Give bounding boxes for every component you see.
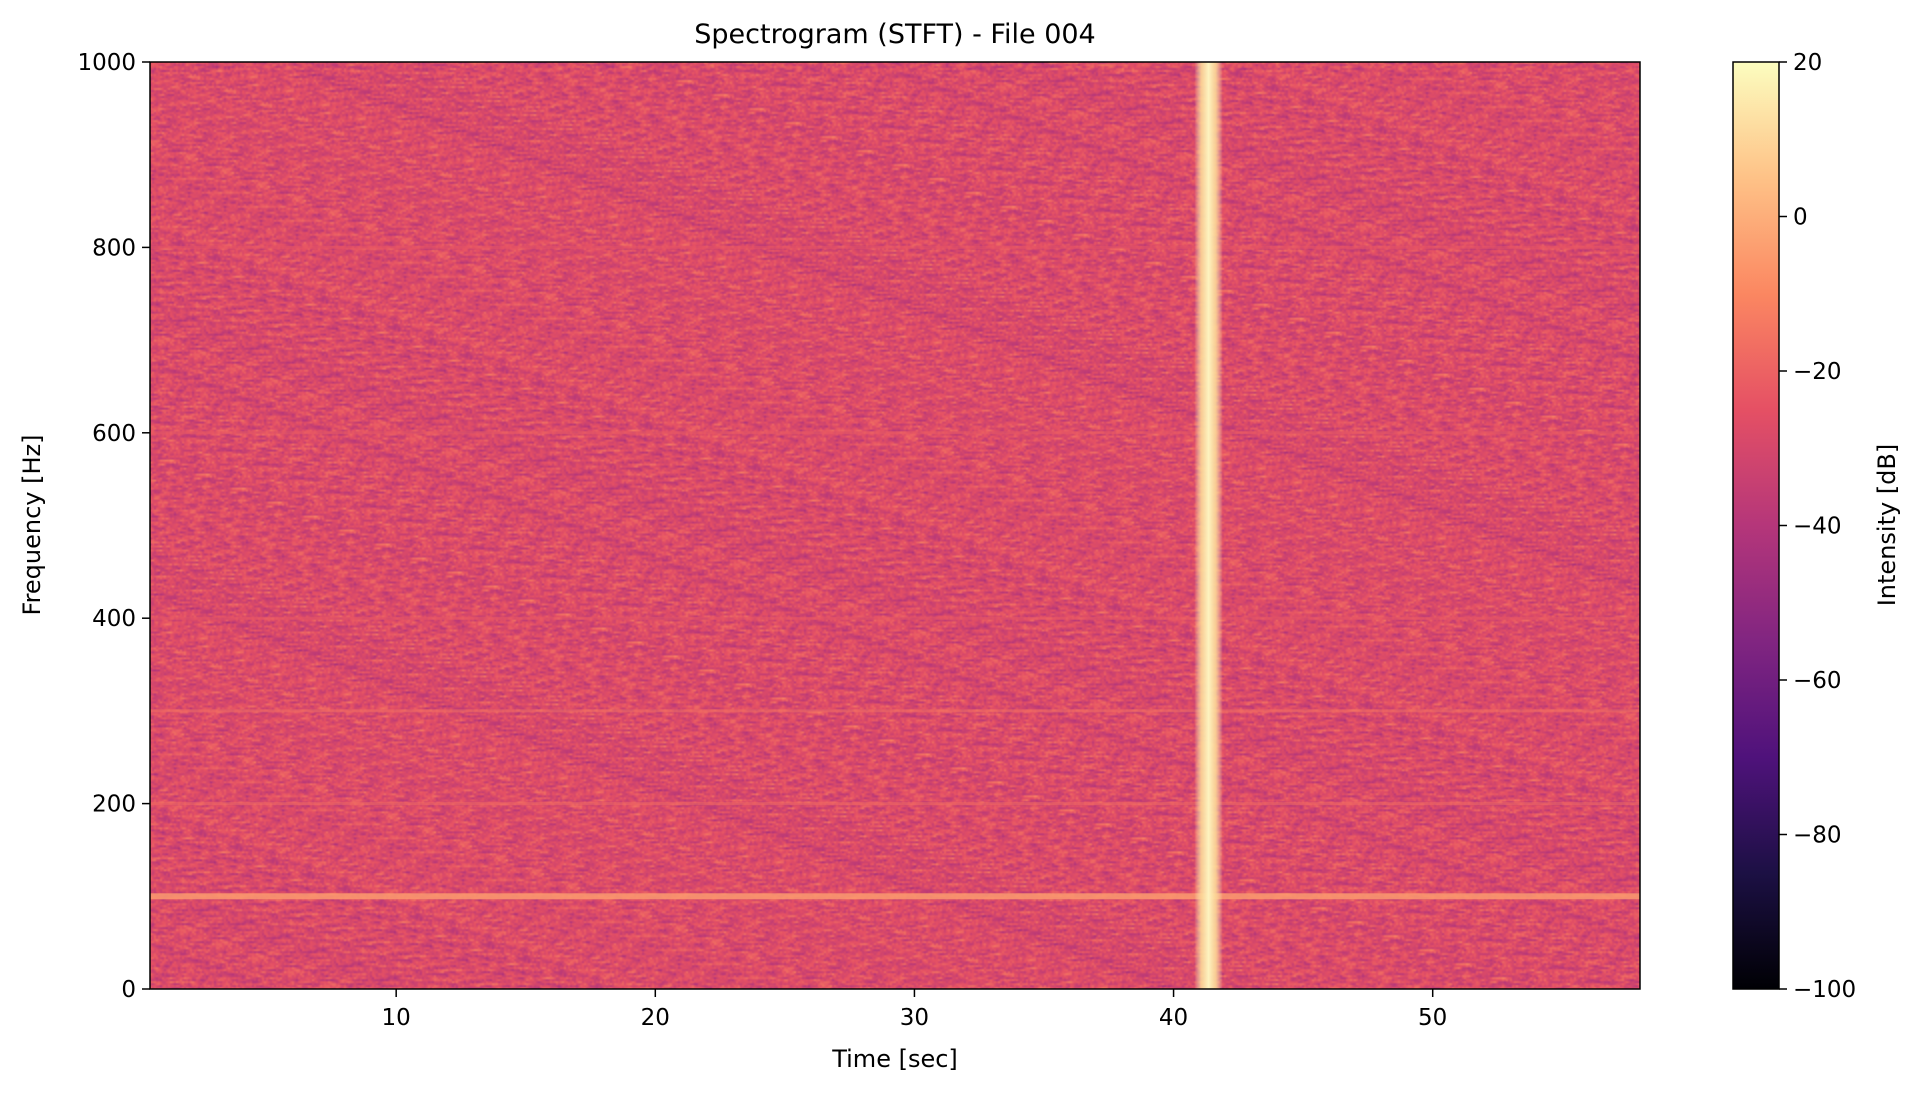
x-axis-ticks: 10 20 30 40 50 [382, 989, 1447, 1031]
x-axis-label: Time [sec] [831, 1045, 958, 1073]
colorbar-tick-label: −100 [1793, 977, 1856, 1003]
y-axis-label: Frequency [Hz] [18, 435, 46, 616]
x-tick-label: 10 [382, 1005, 411, 1031]
colorbar-gradient [1732, 61, 1780, 990]
harmonic-line-800hz [150, 245, 1640, 249]
y-tick-label: 200 [92, 792, 136, 818]
y-tick-label: 600 [92, 421, 136, 447]
x-tick-label: 20 [641, 1005, 670, 1031]
colorbar-ticks: 20 0 −20 −40 −60 −80 −100 [1779, 50, 1856, 1003]
harmonic-line-300hz [150, 709, 1640, 713]
harmonic-lines [150, 245, 1640, 900]
colorbar-label: Intensity [dB] [1873, 444, 1901, 607]
colorbar-tick-label: 20 [1793, 50, 1822, 76]
colorbar-tick-label: −20 [1793, 359, 1842, 385]
plot-frame [149, 61, 1641, 990]
colorbar-tick-label: −40 [1793, 514, 1842, 540]
y-tick-label: 400 [92, 606, 136, 632]
colorbar-tick-label: −80 [1793, 823, 1842, 849]
harmonic-line-200hz [150, 802, 1640, 806]
harmonic-line-100hz [150, 893, 1640, 900]
harmonic-line-400hz [150, 616, 1640, 620]
x-tick-label: 50 [1418, 1005, 1447, 1031]
chart-title: Spectrogram (STFT) - File 004 [694, 19, 1095, 50]
x-tick-label: 40 [1159, 1005, 1188, 1031]
y-tick-label: 800 [92, 235, 136, 261]
colorbar-tick-label: −60 [1793, 668, 1842, 694]
x-tick-label: 30 [900, 1005, 929, 1031]
harmonic-line-600hz [150, 431, 1640, 435]
colorbar: 20 0 −20 −40 −60 −80 −100 Intensity [dB] [1732, 50, 1901, 1003]
y-tick-label: 0 [121, 977, 136, 1003]
spectrogram-plot [150, 62, 1640, 989]
y-axis-ticks: 0 200 400 600 800 1000 [77, 50, 150, 1003]
y-tick-label: 1000 [77, 50, 136, 76]
colorbar-tick-label: 0 [1793, 205, 1808, 231]
broadband-event-band [1194, 62, 1223, 989]
spectrogram-heatmap [150, 62, 1640, 989]
